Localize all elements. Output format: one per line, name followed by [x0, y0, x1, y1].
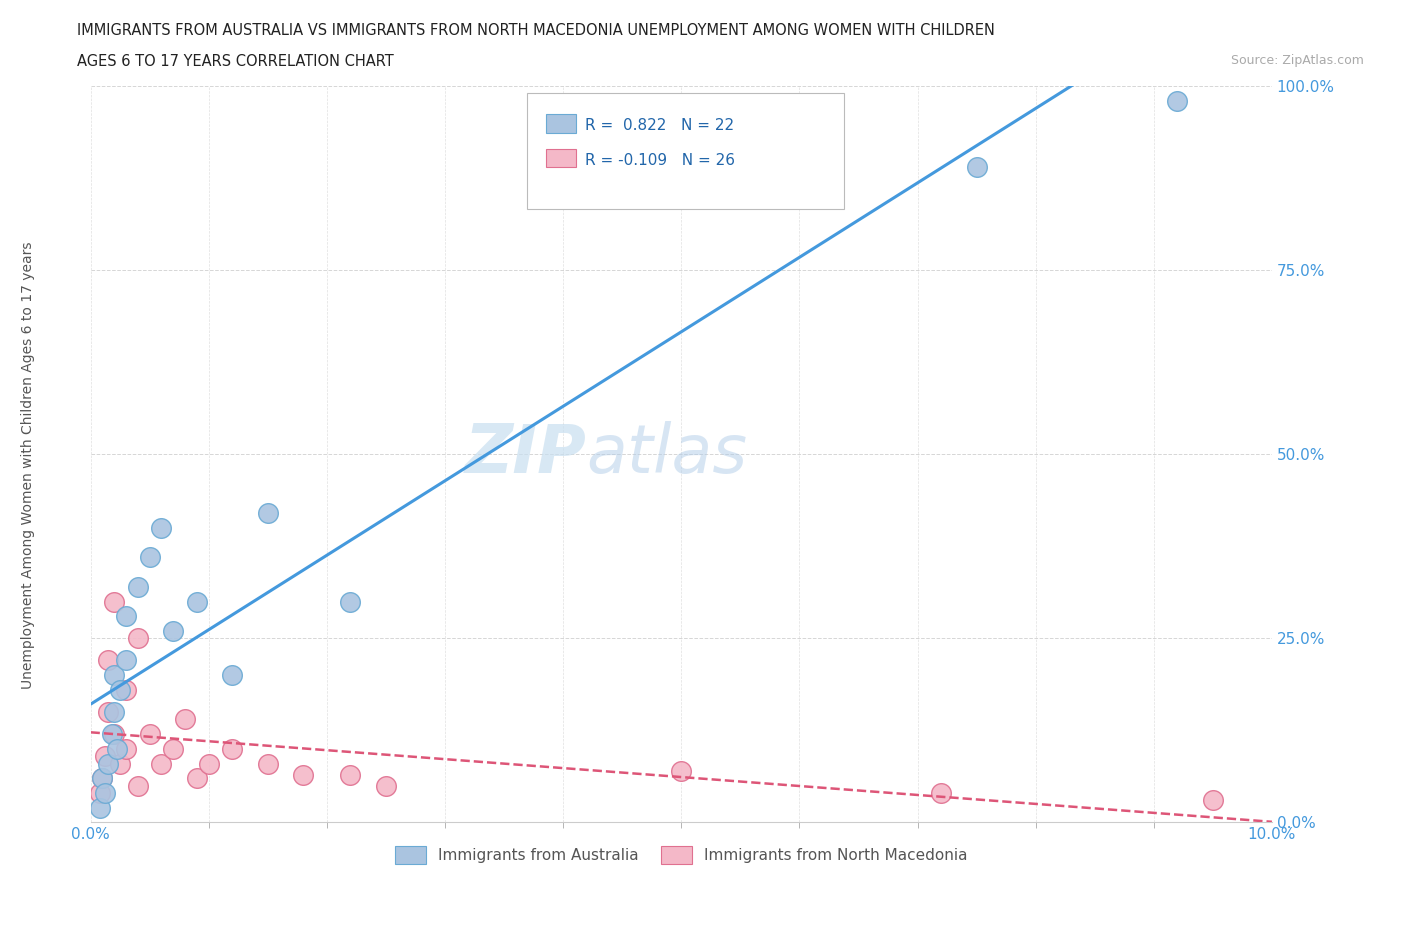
Point: [374, 778, 396, 793]
Point: [256, 756, 278, 771]
Text: R =  0.822   N = 22: R = 0.822 N = 22: [585, 118, 734, 133]
Point: [89, 786, 111, 801]
Point: [103, 668, 125, 683]
Point: [115, 609, 138, 624]
Point: [966, 160, 988, 175]
Point: [256, 506, 278, 521]
Text: ZIP: ZIP: [465, 421, 586, 487]
Point: [929, 786, 952, 801]
Text: Source: ZipAtlas.com: Source: ZipAtlas.com: [1230, 54, 1364, 67]
Point: [108, 683, 131, 698]
Point: [115, 741, 138, 756]
Point: [115, 683, 138, 698]
Point: [339, 767, 361, 782]
Point: [671, 764, 693, 778]
Point: [127, 778, 149, 793]
Point: [162, 741, 184, 756]
Point: [91, 771, 114, 786]
Legend: Immigrants from Australia, Immigrants from North Macedonia: Immigrants from Australia, Immigrants fr…: [389, 840, 974, 870]
Point: [150, 756, 173, 771]
Point: [103, 705, 125, 720]
Point: [103, 726, 125, 741]
Point: [221, 741, 243, 756]
Point: [186, 771, 208, 786]
Text: Unemployment Among Women with Children Ages 6 to 17 years: Unemployment Among Women with Children A…: [21, 241, 35, 689]
Point: [105, 741, 128, 756]
Point: [150, 521, 173, 536]
Point: [174, 711, 197, 726]
Point: [91, 771, 114, 786]
Point: [101, 726, 124, 741]
Point: [186, 594, 208, 609]
Point: [89, 800, 111, 815]
Text: IMMIGRANTS FROM AUSTRALIA VS IMMIGRANTS FROM NORTH MACEDONIA UNEMPLOYMENT AMONG : IMMIGRANTS FROM AUSTRALIA VS IMMIGRANTS …: [77, 23, 995, 38]
Point: [221, 668, 243, 683]
Point: [197, 756, 219, 771]
Point: [94, 749, 117, 764]
Point: [138, 726, 160, 741]
Point: [292, 767, 315, 782]
Point: [108, 756, 131, 771]
Point: [1166, 93, 1188, 108]
Point: [138, 550, 160, 565]
Point: [127, 579, 149, 594]
Point: [94, 786, 117, 801]
Point: [115, 653, 138, 668]
Point: [127, 631, 149, 645]
Point: [339, 594, 361, 609]
Point: [97, 653, 120, 668]
Point: [162, 623, 184, 638]
Point: [1202, 793, 1225, 808]
Text: R = -0.109   N = 26: R = -0.109 N = 26: [585, 153, 735, 167]
Point: [97, 756, 120, 771]
Point: [103, 594, 125, 609]
Point: [730, 138, 752, 153]
Text: atlas: atlas: [586, 421, 748, 487]
Point: [97, 705, 120, 720]
Text: AGES 6 TO 17 YEARS CORRELATION CHART: AGES 6 TO 17 YEARS CORRELATION CHART: [77, 54, 394, 69]
